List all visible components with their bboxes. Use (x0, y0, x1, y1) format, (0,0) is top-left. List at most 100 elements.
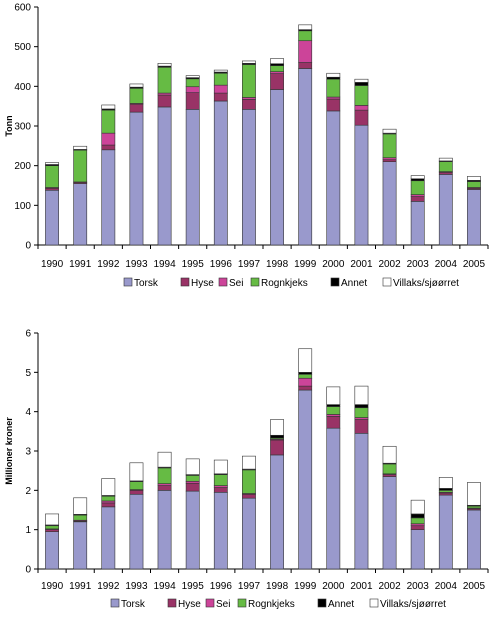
bar-segment-torsk-2000 (327, 111, 340, 245)
bar-segment-torsk-2005 (467, 510, 480, 569)
bar-segment-hyse-1998 (270, 74, 283, 90)
bar-segment-torsk-2001 (355, 125, 368, 245)
bar-segment-villakssjrret-1999 (299, 349, 312, 373)
x-tick-label: 2005 (463, 581, 486, 592)
x-tick-label: 1994 (153, 581, 176, 592)
y-tick-label: 400 (14, 82, 31, 93)
y-tick-label: 0 (25, 241, 31, 252)
bar-segment-torsk-1993 (130, 494, 143, 569)
bar-segment-annet-1998 (270, 435, 283, 438)
bar-segment-torsk-2002 (383, 477, 396, 569)
legend-label: Sei (229, 278, 243, 289)
x-tick-label: 2003 (407, 581, 430, 592)
bar-segment-rognkjeks-1993 (130, 482, 143, 490)
x-tick-label: 1990 (41, 259, 64, 270)
bar-segment-hyse-1994 (158, 486, 171, 491)
legend-label: Torsk (121, 599, 146, 610)
bar-segment-sei-1996 (214, 85, 227, 93)
bar-segment-torsk-2005 (467, 189, 480, 245)
bar-segment-torsk-1995 (186, 109, 199, 245)
x-tick-label: 1996 (210, 581, 233, 592)
bar-segment-rognkjeks-2004 (439, 162, 452, 172)
legend-swatch (331, 278, 339, 286)
bar-segment-rognkjeks-1991 (74, 515, 87, 520)
bar-segment-annet-2001 (355, 405, 368, 408)
y-tick-label: 0 (25, 565, 31, 576)
bar-segment-torsk-1990 (45, 190, 58, 245)
bar-segment-villakssjrret-1997 (242, 456, 255, 469)
bar-segment-villakssjrret-2001 (355, 386, 368, 404)
x-tick-label: 2004 (435, 581, 458, 592)
bar-segment-hyse-1996 (214, 93, 227, 101)
y-tick-label: 300 (14, 122, 31, 133)
bar-segment-rognkjeks-1990 (45, 526, 58, 529)
y-tick-label: 100 (14, 201, 31, 212)
bar-segment-rognkjeks-1994 (158, 468, 171, 484)
bar-segment-torsk-1991 (74, 522, 87, 569)
bar-segment-torsk-1996 (214, 492, 227, 569)
bar-segment-sei-1995 (186, 87, 199, 93)
y-tick-label: 3 (25, 447, 31, 458)
x-tick-label: 2000 (322, 581, 345, 592)
bar-segment-villakssjrret-2002 (383, 446, 396, 463)
bar-segment-hyse-2001 (355, 110, 368, 125)
bar-segment-villakssjrret-1993 (130, 84, 143, 87)
bar-segment-hyse-1999 (299, 63, 312, 69)
bar-segment-villakssjrret-1995 (186, 76, 199, 78)
bar-segment-villakssjrret-1992 (102, 105, 115, 109)
legend-label: Sei (216, 599, 230, 610)
bar-segment-rognkjeks-1990 (45, 166, 58, 188)
y-tick-label: 200 (14, 161, 31, 172)
legend-label: Rognkjeks (248, 599, 295, 610)
bar-segment-villakssjrret-1991 (74, 498, 87, 515)
bar-segment-torsk-1999 (299, 390, 312, 569)
x-tick-label: 1995 (182, 581, 205, 592)
bar-segment-rognkjeks-1996 (214, 73, 227, 85)
bar-segment-villakssjrret-2005 (467, 176, 480, 180)
bar-segment-torsk-1997 (242, 109, 255, 245)
bar-segment-hyse-1995 (186, 93, 199, 110)
x-tick-label: 1998 (266, 259, 289, 270)
bar-segment-villakssjrret-2002 (383, 129, 396, 133)
bar-segment-rognkjeks-2000 (327, 79, 340, 97)
bar-segment-villakssjrret-2000 (327, 387, 340, 405)
bar-segment-villakssjrret-1994 (158, 63, 171, 66)
legend-swatch (251, 278, 259, 286)
bar-segment-rognkjeks-1995 (186, 79, 199, 87)
bar-segment-torsk-2002 (383, 162, 396, 245)
x-tick-label: 1996 (210, 259, 233, 270)
bar-segment-rognkjeks-1993 (130, 88, 143, 103)
bar-segment-hyse-2001 (355, 420, 368, 434)
x-tick-label: 1992 (97, 259, 120, 270)
x-tick-label: 1999 (294, 259, 317, 270)
bar-segment-rognkjeks-1992 (102, 110, 115, 133)
legend-label: Torsk (134, 278, 159, 289)
bar-segment-torsk-1994 (158, 107, 171, 245)
bar-segment-torsk-2004 (439, 174, 452, 245)
legend-label: Villaks/sjøørret (393, 278, 459, 289)
legend-label: Villaks/sjøørret (380, 599, 446, 610)
bar-segment-torsk-2000 (327, 428, 340, 569)
bar-segment-annet-2001 (355, 82, 368, 85)
x-tick-label: 1990 (41, 581, 64, 592)
bar-segment-sei-1992 (102, 133, 115, 145)
y-axis-title: Millioner kroner (4, 417, 14, 485)
bar-segment-villakssjrret-1990 (45, 514, 58, 525)
bar-segment-torsk-1992 (102, 150, 115, 245)
bar-segment-hyse-2003 (411, 526, 424, 530)
bar-segment-rognkjeks-1999 (299, 31, 312, 41)
y-tick-label: 4 (25, 407, 31, 418)
bar-segment-villakssjrret-2004 (439, 158, 452, 161)
bar-segment-rognkjeks-1992 (102, 496, 115, 501)
bar-segment-annet-2003 (411, 514, 424, 518)
x-tick-label: 1997 (238, 581, 261, 592)
bar-segment-torsk-1993 (130, 112, 143, 245)
bar-segment-torsk-1996 (214, 101, 227, 245)
bar-segment-torsk-1991 (74, 184, 87, 245)
x-tick-label: 2000 (322, 259, 345, 270)
bar-segment-rognkjeks-2002 (383, 134, 396, 158)
legend-swatch (383, 278, 391, 286)
